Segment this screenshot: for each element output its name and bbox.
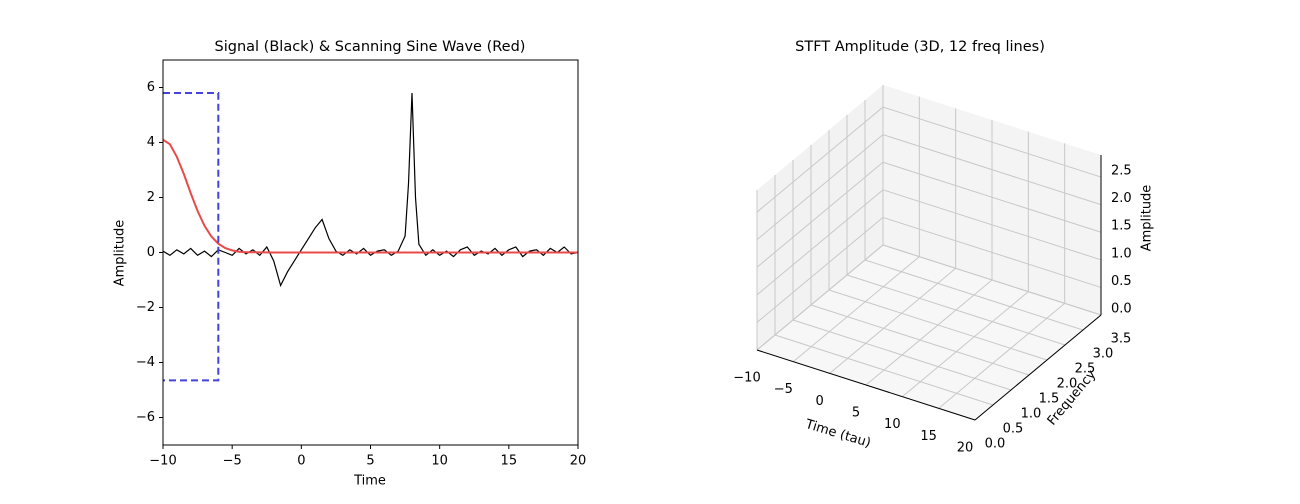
- grid-line: [882, 134, 1102, 206]
- x-tick-label: −10: [149, 454, 176, 469]
- y-tick-label: 3.5: [1111, 332, 1132, 347]
- z-tick-label: 1.0: [1111, 246, 1132, 261]
- grid-line: [793, 256, 920, 363]
- y-tick-label: 1.5: [1039, 392, 1060, 407]
- grid-line: [756, 244, 884, 351]
- z-tick-label: 1.5: [1111, 219, 1132, 234]
- grid-line: [756, 217, 884, 323]
- grid-line: [828, 289, 1048, 361]
- y-axis-label: Amplitude: [113, 220, 128, 287]
- x-tick-label: 20: [957, 441, 974, 456]
- z-axis-label: Amplitude: [1140, 185, 1155, 252]
- y-tick-label: −2: [136, 300, 155, 315]
- series-line: [162, 92, 579, 288]
- axis-line: [756, 349, 976, 421]
- y-tick-label: 4: [147, 135, 155, 150]
- y-tick-label: 1.0: [1021, 407, 1042, 422]
- x-tick-label: 15: [501, 454, 518, 469]
- grid-line: [756, 189, 884, 296]
- grid-line: [829, 267, 956, 374]
- x-tick-label: 0: [297, 454, 305, 469]
- x-tick-label: 10: [884, 417, 901, 432]
- grid-line: [756, 134, 884, 241]
- y-tick-label: 0: [147, 245, 155, 260]
- x-axis-label: Time: [353, 474, 386, 489]
- y-tick-label: 2.0: [1057, 377, 1078, 392]
- grid-line: [882, 189, 1102, 261]
- y-tick-label: 2: [147, 190, 155, 205]
- y-tick-label: −4: [136, 355, 155, 370]
- grid-line: [756, 161, 884, 268]
- x-tick-label: 5: [366, 454, 374, 469]
- y-tick-label: 2.5: [1075, 362, 1096, 377]
- grid-line: [882, 106, 1102, 178]
- chart-title: STFT Amplitude (3D, 12 freq lines): [795, 39, 1045, 55]
- y-tick-label: 6: [147, 80, 155, 95]
- grid-line: [864, 259, 1084, 331]
- grid-line: [938, 302, 1065, 409]
- z-tick-label: 0.5: [1111, 274, 1132, 289]
- chart-title: Signal (Black) & Scanning Sine Wave (Red…: [215, 39, 526, 55]
- grid-line: [756, 106, 884, 213]
- y-tick-label: 0.0: [985, 437, 1006, 452]
- x-tick-label: 10: [431, 454, 448, 469]
- axis-line: [974, 314, 1102, 421]
- x-tick-label: −5: [223, 454, 242, 469]
- y-tick-label: 0.5: [1003, 422, 1024, 437]
- x-tick-label: 5: [852, 406, 860, 421]
- grid-line: [792, 319, 1012, 391]
- grid-line: [902, 291, 1029, 398]
- series-line: [163, 92, 220, 382]
- grid-line: [774, 334, 994, 406]
- z-tick-label: 2.0: [1111, 191, 1132, 206]
- y-tick-label: 3.0: [1093, 347, 1114, 362]
- grid-line: [882, 244, 1102, 316]
- x-tick-label: 15: [920, 429, 937, 444]
- z-tick-label: 2.5: [1111, 164, 1132, 179]
- y-tick-label: −6: [136, 410, 155, 425]
- grid-line: [882, 216, 1102, 288]
- x-tick-label: 0: [816, 394, 824, 409]
- x-axis-label: Time (tau): [803, 417, 873, 451]
- z-tick-label: 0.0: [1111, 302, 1132, 317]
- series-line: [162, 138, 578, 254]
- grid-line: [882, 161, 1102, 233]
- grid-line: [865, 279, 993, 386]
- x-tick-label: −10: [733, 371, 760, 386]
- pane: [757, 85, 883, 350]
- grid-line: [810, 304, 1030, 376]
- x-tick-label: −5: [774, 382, 793, 397]
- grid-line: [846, 274, 1066, 346]
- x-tick-label: 20: [570, 454, 587, 469]
